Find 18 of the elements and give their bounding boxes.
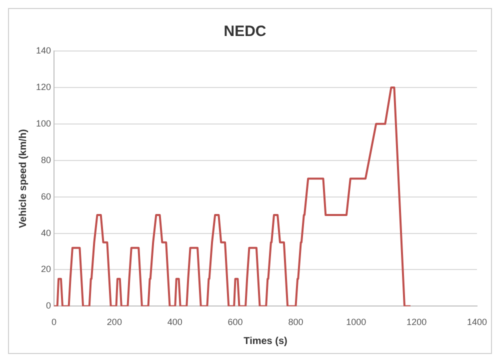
y-tick-label: 60 (41, 191, 52, 202)
y-tick-label: 100 (36, 118, 52, 128)
y-axis-title: Vehicle speed (km/h) (18, 129, 29, 228)
x-tick-label: 200 (106, 317, 122, 328)
x-tick-label: 1400 (466, 317, 488, 328)
x-tick-label: 400 (167, 317, 182, 328)
chart-title: NEDC (224, 23, 266, 40)
x-tick-label: 800 (288, 317, 304, 328)
x-tick-label: 1200 (406, 317, 427, 328)
y-tick-label: 0 (46, 300, 52, 311)
y-tick-label: 120 (36, 82, 52, 92)
x-tick-label: 600 (228, 317, 243, 328)
y-tick-label: 140 (36, 45, 52, 56)
y-tick-label: 20 (41, 264, 52, 274)
x-axis-title: Times (s) (244, 336, 288, 347)
y-tick-label: 80 (41, 154, 52, 165)
y-tick-label: 40 (41, 228, 52, 238)
x-tick-label: 1000 (346, 317, 366, 328)
